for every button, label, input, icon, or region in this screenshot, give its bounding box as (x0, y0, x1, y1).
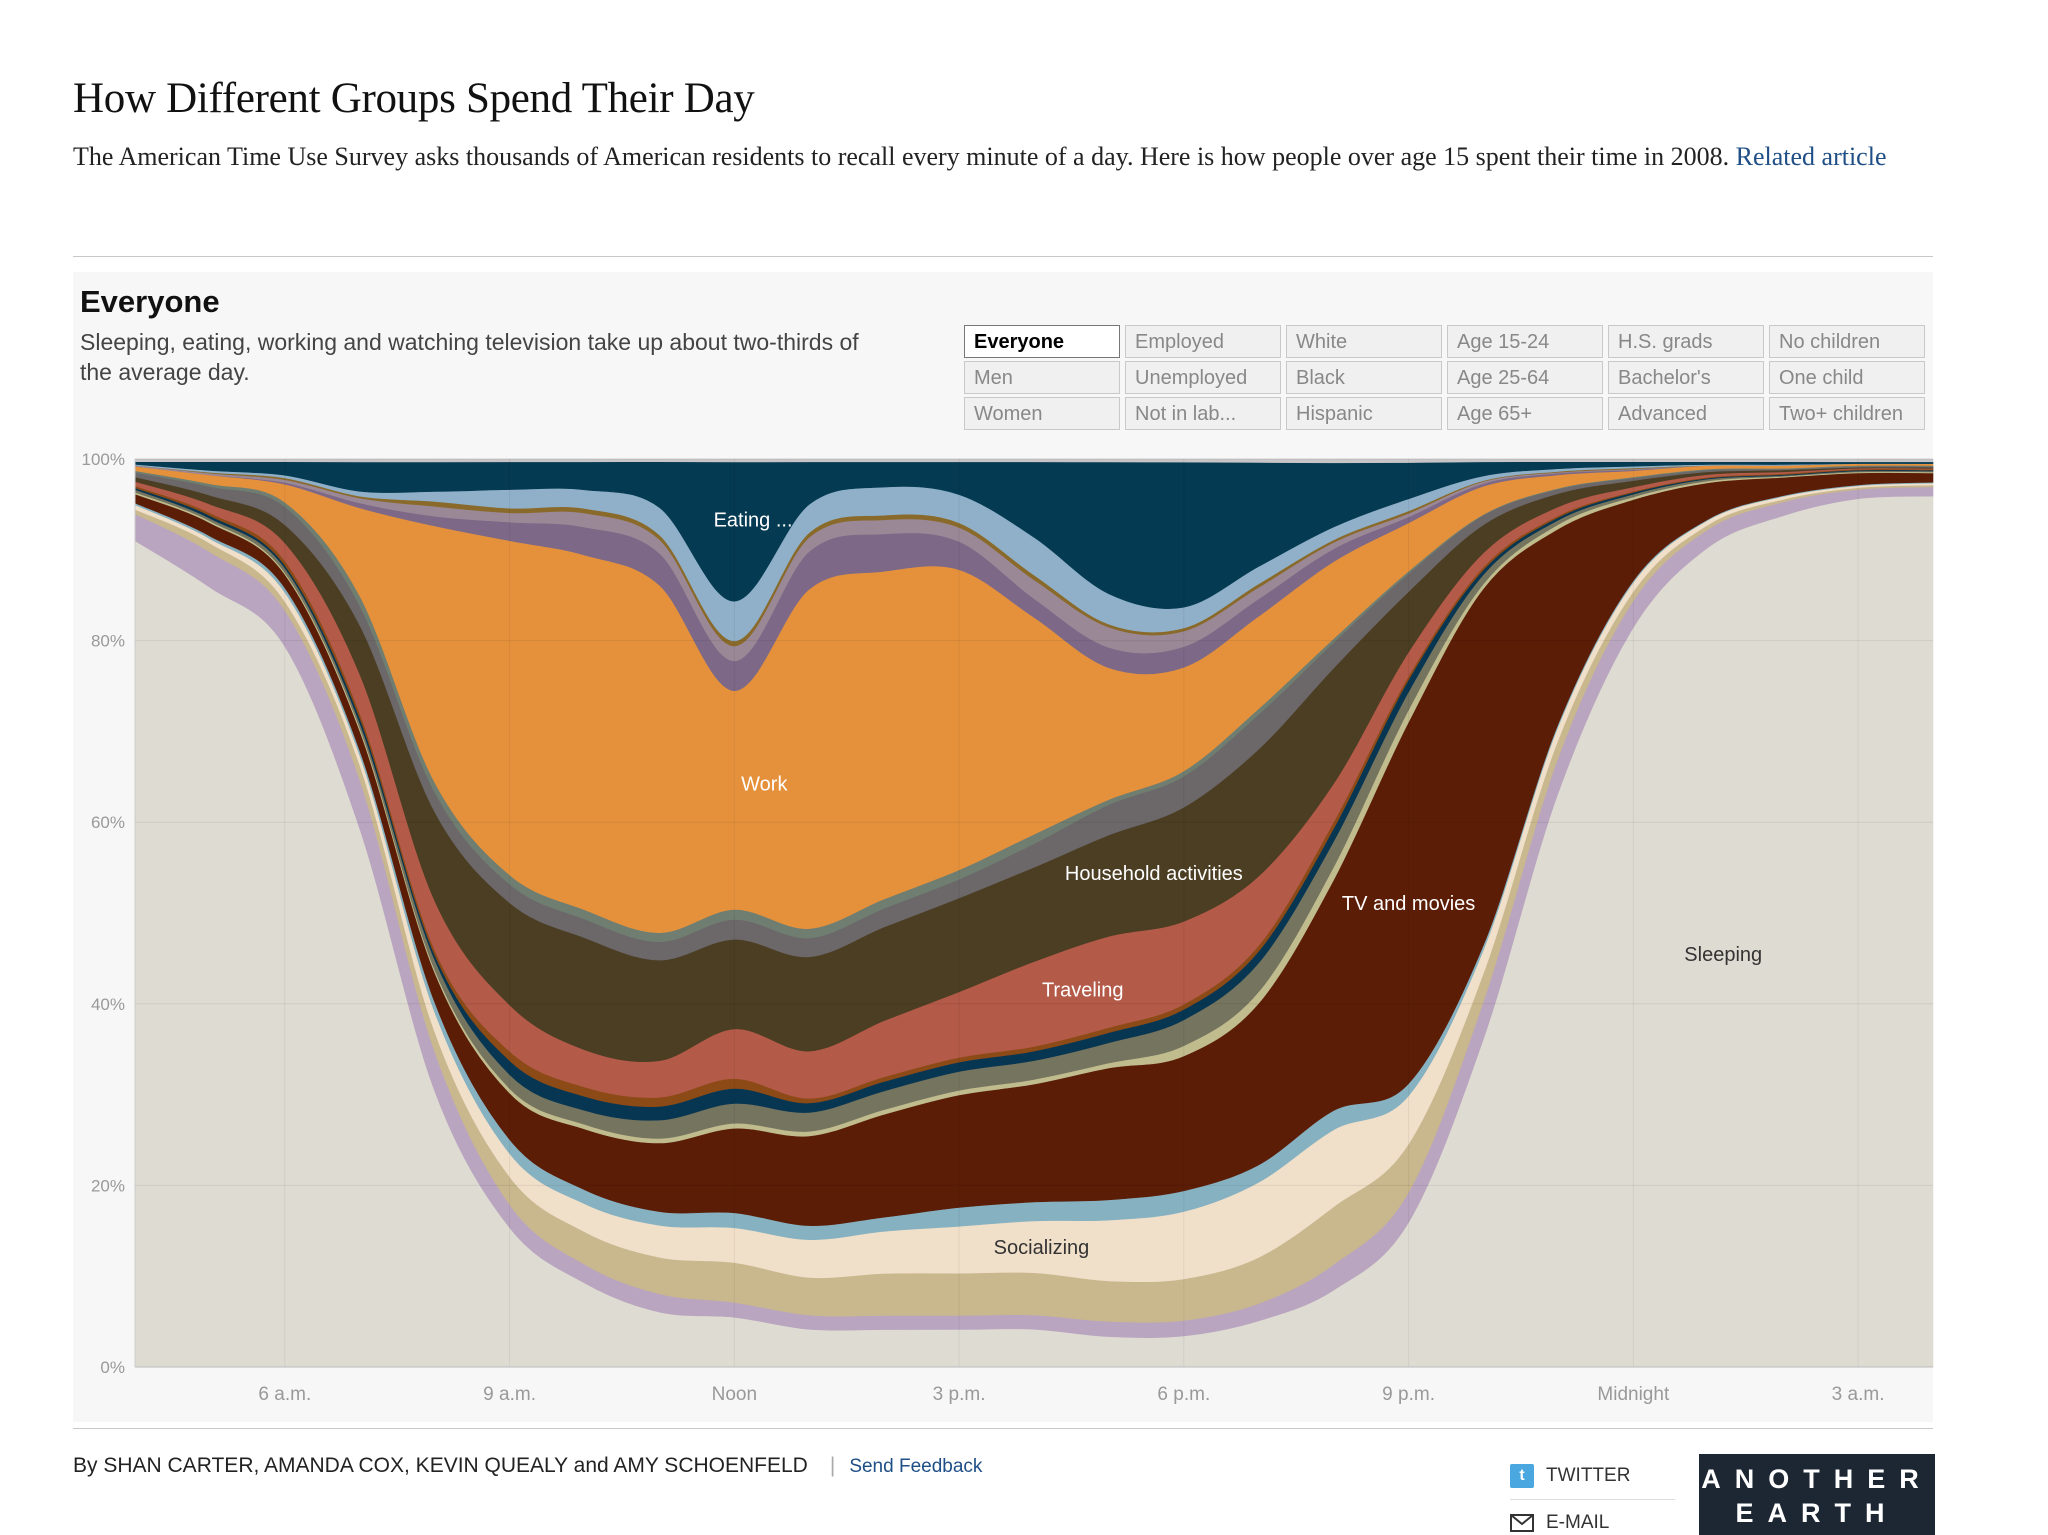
twitter-share-button[interactable]: t TWITTER (1510, 1464, 1630, 1488)
logo-line-2: EARTH (1735, 1498, 1899, 1528)
group-option-men[interactable]: Men (964, 361, 1120, 394)
group-option-age-15-24[interactable]: Age 15-24 (1447, 325, 1603, 358)
x-tick-label: 9 a.m. (483, 1384, 536, 1405)
twitter-icon: t (1510, 1464, 1534, 1488)
label-sleeping: Sleeping (1684, 944, 1762, 966)
group-option-employed[interactable]: Employed (1125, 325, 1281, 358)
header-divider (73, 256, 1933, 257)
chart-series-labels: Sleeping Socializing TV and movies Travelin… (714, 509, 1763, 1259)
chart-areas (134, 458, 1934, 1368)
group-option-everyone[interactable]: Everyone (964, 325, 1120, 358)
label-eating: Eating ... (714, 509, 793, 531)
y-tick-label: 80% (91, 632, 125, 651)
x-tick-label: 6 a.m. (258, 1384, 311, 1405)
group-option-women[interactable]: Women (964, 397, 1120, 430)
email-icon (1510, 1514, 1534, 1532)
logo: ANOTHER EARTH (1699, 1454, 1935, 1535)
group-option-one-child[interactable]: One child (1769, 361, 1925, 394)
y-tick-label: 40% (91, 995, 125, 1014)
group-option-advanced[interactable]: Advanced (1608, 397, 1764, 430)
group-description: Sleeping, eating, working and watching t… (80, 329, 859, 385)
x-tick-label: Noon (712, 1384, 757, 1405)
byline: By SHAN CARTER, AMANDA COX, KEVIN QUEALY… (73, 1454, 982, 1478)
send-feedback-link[interactable]: Send Feedback (849, 1456, 983, 1477)
logo-line-1: ANOTHER (1701, 1464, 1933, 1494)
group-option-h-s-grads[interactable]: H.S. grads (1608, 325, 1764, 358)
label-traveling: Traveling (1042, 980, 1124, 1002)
group-option-age-25-64[interactable]: Age 25-64 (1447, 361, 1603, 394)
group-option-unemployed[interactable]: Unemployed (1125, 361, 1281, 394)
group-option-white[interactable]: White (1286, 325, 1442, 358)
intro-text: The American Time Use Survey asks thousa… (73, 138, 1963, 175)
group-option-age-65[interactable]: Age 65+ (1447, 397, 1603, 430)
x-tick-label: 9 p.m. (1382, 1384, 1435, 1405)
email-label: E-MAIL (1546, 1512, 1610, 1533)
stacked-area-chart: 0% 20% 40% 60% 80% 100% 6 a.m. 9 a.m. Noon 3 p.m.… (82, 450, 1934, 1405)
intro-body: The American Time Use Survey asks thousa… (73, 142, 1730, 171)
x-tick-label: 3 a.m. (1832, 1384, 1885, 1405)
page-title: How Different Groups Spend Their Day (73, 75, 755, 122)
byline-authors: By SHAN CARTER, AMANDA COX, KEVIN QUEALY… (73, 1454, 808, 1477)
label-household-activities: Household activities (1065, 863, 1243, 885)
x-tick-label: 6 p.m. (1157, 1384, 1210, 1405)
group-option-not-in-lab[interactable]: Not in lab... (1125, 397, 1281, 430)
y-tick-label: 100% (82, 450, 125, 469)
group-option-black[interactable]: Black (1286, 361, 1442, 394)
group-option-no-children[interactable]: No children (1769, 325, 1925, 358)
footer-divider (73, 1428, 1933, 1429)
label-tv-and-movies: TV and movies (1342, 893, 1475, 915)
area-unknown[interactable] (134, 458, 1934, 464)
y-tick-label: 0% (100, 1358, 125, 1377)
email-share-button[interactable]: E-MAIL (1510, 1512, 1609, 1534)
group-option-bachelor-s[interactable]: Bachelor's (1608, 361, 1764, 394)
group-title: Everyone (80, 284, 220, 319)
label-work: Work (741, 774, 788, 796)
label-socializing: Socializing (994, 1237, 1090, 1259)
group-option-two-children[interactable]: Two+ children (1769, 397, 1925, 430)
group-selector: Everyone Employed White Age 15-24 H.S. grads… (964, 325, 1925, 430)
twitter-label: TWITTER (1546, 1465, 1631, 1486)
y-tick-label: 60% (91, 813, 125, 832)
x-tick-label: 3 p.m. (933, 1384, 986, 1405)
byline-separator: | (829, 1454, 836, 1477)
share-divider (1510, 1499, 1675, 1500)
y-tick-label: 20% (91, 1176, 125, 1195)
related-article-link[interactable]: Related article (1735, 142, 1887, 171)
chart-axes: 0% 20% 40% 60% 80% 100% 6 a.m. 9 a.m. Noon 3 p.m.… (82, 450, 1933, 1405)
x-tick-label: Midnight (1597, 1384, 1670, 1405)
group-option-hispanic[interactable]: Hispanic (1286, 397, 1442, 430)
